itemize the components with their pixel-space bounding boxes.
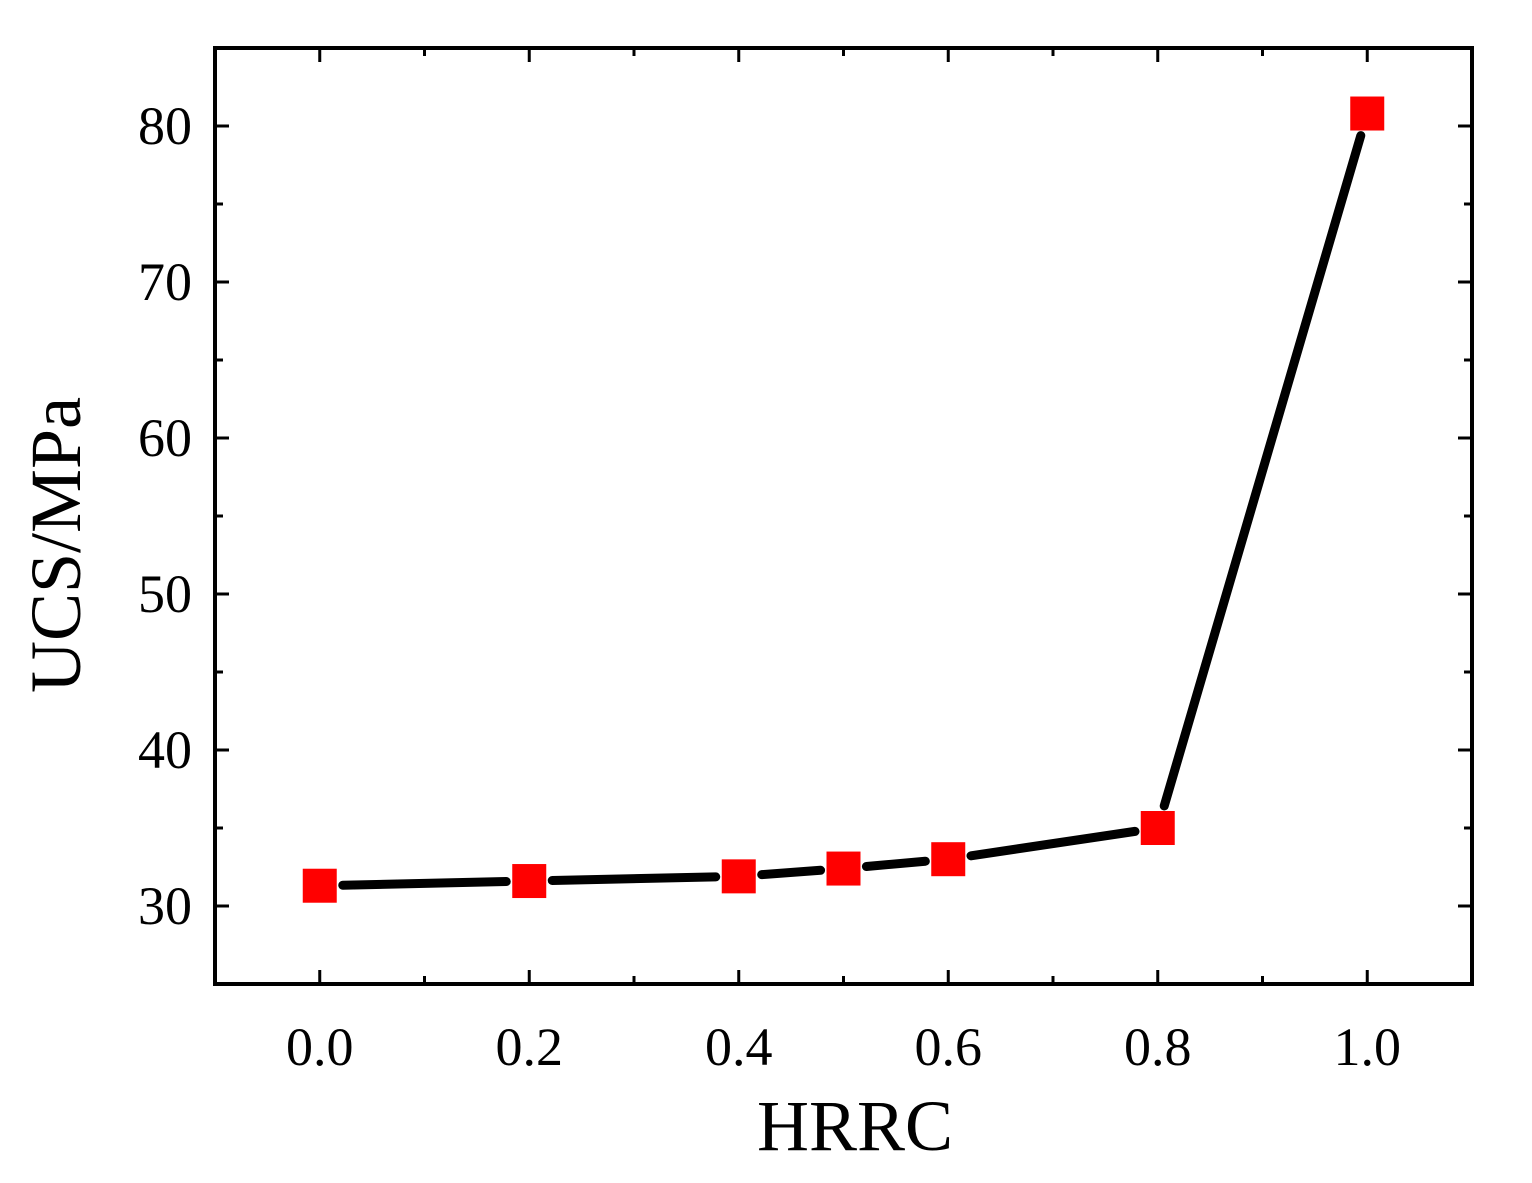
- series-line-segment: [966, 826, 1140, 861]
- x-tick-label: 0.2: [496, 1017, 564, 1077]
- series-line-segment: [861, 856, 930, 872]
- series-layer: [338, 131, 1366, 890]
- data-point-marker: [302, 868, 337, 903]
- ticks-layer: [215, 48, 1472, 984]
- y-tick-label: 30: [138, 876, 192, 936]
- data-point-marker: [1350, 96, 1385, 131]
- data-point-marker: [1140, 811, 1175, 845]
- y-tick-label: 50: [138, 564, 192, 624]
- data-point-marker: [931, 842, 966, 877]
- y-tick-label: 60: [138, 408, 192, 468]
- x-tick-label: 0.0: [286, 1017, 354, 1077]
- series-line-segment: [338, 877, 511, 890]
- markers-layer: [302, 96, 1385, 903]
- y-tick-label: 40: [138, 720, 192, 780]
- series-line-segment: [1159, 131, 1366, 811]
- y-tick-label: 70: [138, 252, 192, 312]
- x-axis-title: HRRC: [757, 1086, 953, 1166]
- y-tick-label: 80: [138, 96, 192, 156]
- data-point-marker: [826, 851, 861, 886]
- y-axis-title: UCS/MPa: [16, 397, 96, 693]
- series-line-segment: [757, 865, 826, 880]
- plot-frame: [213, 46, 1474, 986]
- x-tick-label: 1.0: [1334, 1017, 1402, 1077]
- data-point-marker: [512, 864, 547, 899]
- series-line-segment: [547, 872, 721, 886]
- x-tick-label: 0.8: [1124, 1017, 1192, 1077]
- x-tick-label: 0.6: [915, 1017, 983, 1077]
- x-tick-label: 0.4: [705, 1017, 773, 1077]
- tick-labels-layer: 0.0 0.2 0.4 0.6 0.8 1.0 30 40 50 60 70 80: [138, 96, 1401, 1077]
- data-point-marker: [721, 859, 756, 894]
